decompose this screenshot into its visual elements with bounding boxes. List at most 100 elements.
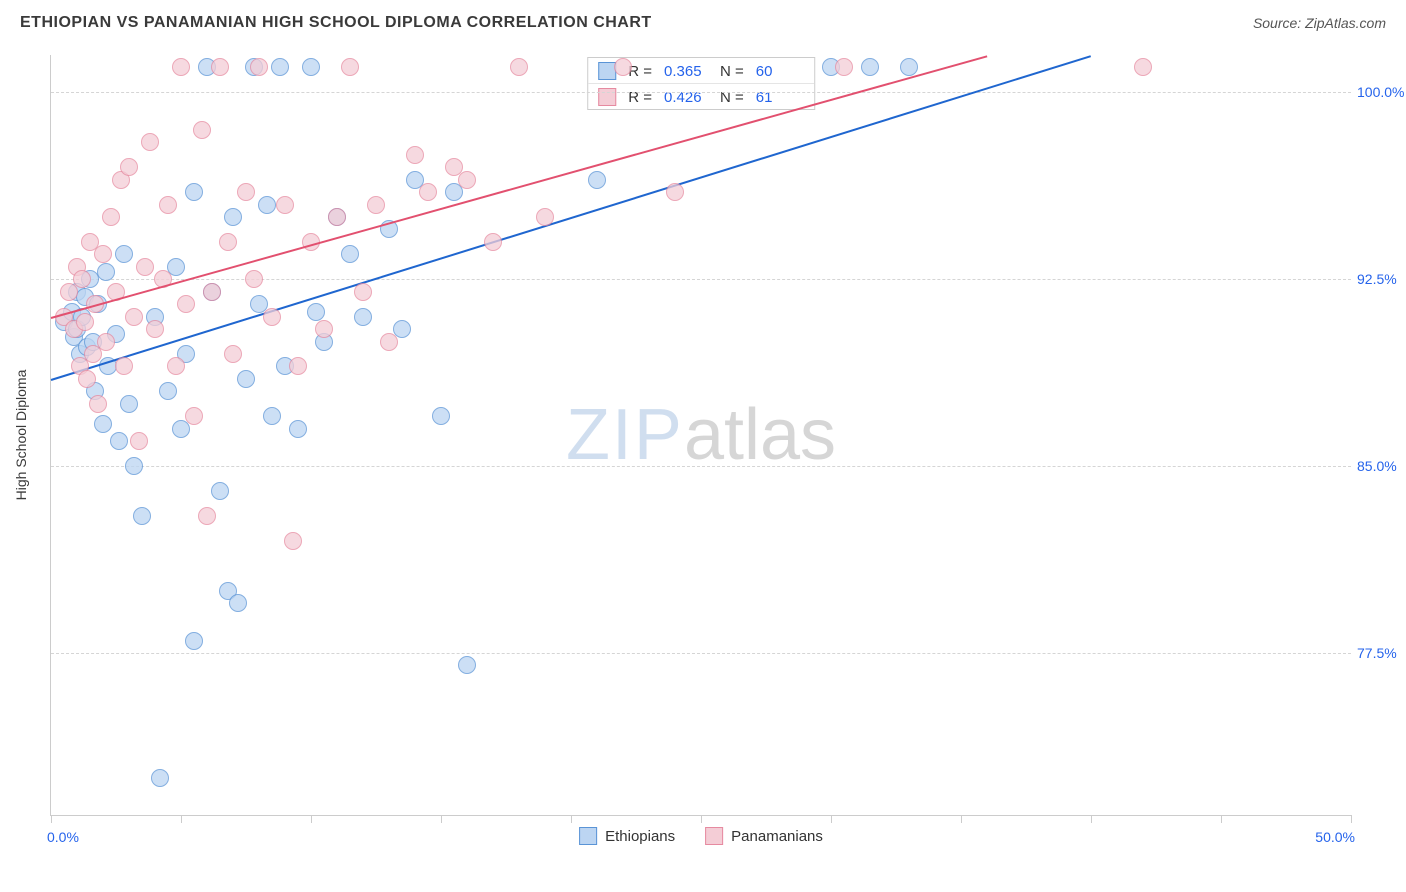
scatter-point-ethiopians [120,395,138,413]
x-axis-max-label: 50.0% [1315,829,1355,845]
scatter-point-panamanians [115,357,133,375]
scatter-point-ethiopians [258,196,276,214]
scatter-point-panamanians [406,146,424,164]
x-tick [181,815,182,823]
scatter-point-panamanians [97,333,115,351]
scatter-point-panamanians [237,183,255,201]
scatter-point-panamanians [484,233,502,251]
chart-source: Source: ZipAtlas.com [1253,15,1386,31]
watermark-zip: ZIP [566,395,684,475]
swatch-panamanians [705,827,723,845]
scatter-point-panamanians [120,158,138,176]
scatter-point-panamanians [419,183,437,201]
y-tick-label: 85.0% [1357,458,1406,474]
scatter-point-panamanians [177,295,195,313]
scatter-point-ethiopians [354,308,372,326]
series-legend: Ethiopians Panamanians [579,827,823,845]
scatter-point-panamanians [354,283,372,301]
scatter-point-ethiopians [151,769,169,787]
scatter-point-panamanians [203,283,221,301]
regression-line-ethiopians [51,55,1092,381]
scatter-point-panamanians [102,208,120,226]
scatter-point-ethiopians [289,420,307,438]
scatter-plot-area: High School Diploma ZIPatlas R = 0.365 N… [50,55,1351,816]
x-tick [961,815,962,823]
scatter-point-panamanians [172,58,190,76]
n-value-ethiopians: 60 [756,63,800,80]
x-tick [1221,815,1222,823]
x-tick [441,815,442,823]
watermark: ZIPatlas [566,394,836,476]
chart-header: ETHIOPIAN VS PANAMANIAN HIGH SCHOOL DIPL… [0,0,1406,45]
scatter-point-ethiopians [97,263,115,281]
scatter-point-panamanians [167,357,185,375]
x-axis-min-label: 0.0% [47,829,79,845]
scatter-point-ethiopians [302,58,320,76]
r-label: R = [628,89,652,106]
scatter-point-ethiopians [159,382,177,400]
scatter-point-panamanians [276,196,294,214]
scatter-point-ethiopians [185,632,203,650]
n-value-panamanians: 61 [756,89,800,106]
grid-line [51,92,1351,93]
watermark-atlas: atlas [684,395,836,475]
scatter-point-ethiopians [588,171,606,189]
scatter-point-ethiopians [458,656,476,674]
scatter-point-panamanians [1134,58,1152,76]
scatter-point-ethiopians [185,183,203,201]
x-tick [311,815,312,823]
r-value-panamanians: 0.426 [664,89,708,106]
scatter-point-ethiopians [115,245,133,263]
scatter-point-panamanians [89,395,107,413]
scatter-point-panamanians [219,233,237,251]
x-tick [51,815,52,823]
scatter-point-panamanians [78,370,96,388]
scatter-point-ethiopians [229,594,247,612]
r-value-ethiopians: 0.365 [664,63,708,80]
scatter-point-ethiopians [94,415,112,433]
legend-item-ethiopians: Ethiopians [579,827,675,845]
scatter-point-panamanians [614,58,632,76]
scatter-point-panamanians [125,308,143,326]
scatter-point-panamanians [159,196,177,214]
legend-item-panamanians: Panamanians [705,827,823,845]
n-label: N = [720,63,744,80]
scatter-point-panamanians [666,183,684,201]
n-label: N = [720,89,744,106]
x-tick [1351,815,1352,823]
scatter-point-panamanians [198,507,216,525]
scatter-point-ethiopians [307,303,325,321]
scatter-point-panamanians [130,432,148,450]
scatter-point-panamanians [367,196,385,214]
source-prefix: Source: [1253,15,1305,31]
x-tick [571,815,572,823]
y-tick-label: 77.5% [1357,645,1406,661]
scatter-point-panamanians [224,345,242,363]
x-tick [1091,815,1092,823]
scatter-point-panamanians [245,270,263,288]
scatter-point-panamanians [458,171,476,189]
scatter-point-panamanians [136,258,154,276]
scatter-point-panamanians [185,407,203,425]
scatter-point-ethiopians [900,58,918,76]
y-tick-label: 92.5% [1357,271,1406,287]
scatter-point-panamanians [250,58,268,76]
scatter-point-ethiopians [432,407,450,425]
chart-title: ETHIOPIAN VS PANAMANIAN HIGH SCHOOL DIPL… [20,14,652,32]
scatter-point-ethiopians [224,208,242,226]
scatter-point-panamanians [536,208,554,226]
x-tick [701,815,702,823]
scatter-point-ethiopians [271,58,289,76]
scatter-point-panamanians [211,58,229,76]
scatter-point-panamanians [146,320,164,338]
scatter-point-panamanians [284,532,302,550]
grid-line [51,466,1351,467]
scatter-point-ethiopians [237,370,255,388]
scatter-point-panamanians [289,357,307,375]
stats-row-panamanians: R = 0.426 N = 61 [588,83,814,109]
legend-label-panamanians: Panamanians [731,828,823,845]
scatter-point-panamanians [76,313,94,331]
y-axis-label: High School Diploma [13,370,29,501]
scatter-point-panamanians [341,58,359,76]
scatter-point-ethiopians [110,432,128,450]
